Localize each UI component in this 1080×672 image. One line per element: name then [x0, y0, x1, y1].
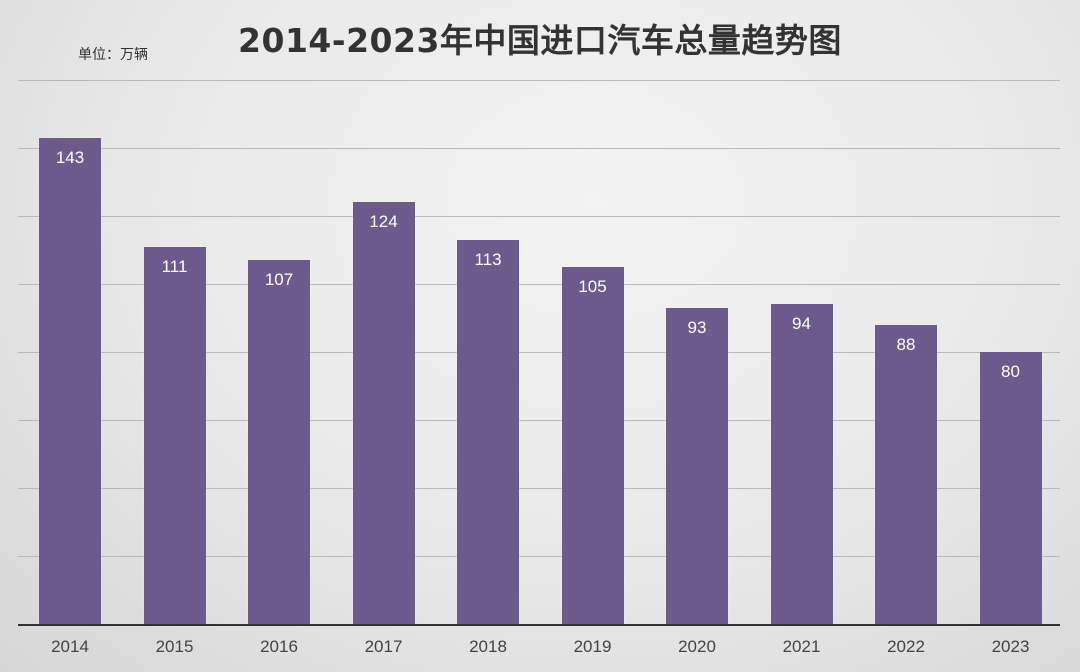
chart-title: 2014-2023年中国进口汽车总量趋势图 [238, 21, 842, 60]
bar-value-label: 105 [578, 277, 607, 296]
bar-2014: 143 [39, 137, 101, 624]
x-tick-label: 2020 [678, 637, 716, 656]
x-tick-label: 2014 [51, 637, 89, 656]
bar-2016: 107 [248, 260, 310, 624]
x-axis-line [18, 624, 1060, 626]
bar-value-label: 80 [1001, 362, 1020, 381]
bar-2015: 111 [143, 246, 206, 624]
gridline [18, 488, 1060, 489]
gridline [18, 420, 1060, 421]
gridline [18, 284, 1060, 285]
bar-2020: 93 [666, 307, 728, 624]
x-tick-label: 2016 [260, 637, 298, 656]
x-tick-label: 2018 [469, 637, 507, 656]
gridline [18, 352, 1060, 353]
x-tick-label: 2023 [991, 637, 1030, 656]
bar-2022: 88 [875, 324, 937, 624]
x-tick-label: 2019 [573, 637, 612, 656]
bar-2018: 113 [457, 239, 519, 624]
gridline [18, 80, 1060, 81]
x-tick-label: 2015 [155, 637, 194, 656]
bar-value-label: 113 [474, 249, 502, 269]
bar-value-label: 107 [264, 270, 294, 290]
bar-2019: 105 [561, 267, 624, 624]
gridline [18, 216, 1060, 217]
gridline [18, 148, 1060, 149]
bar-value-label: 94 [792, 314, 811, 334]
bar-value-label: 124 [369, 212, 398, 232]
bar-2021: 94 [770, 304, 833, 624]
bar-value-label: 111 [161, 256, 188, 276]
unit-label: 单位：万辆 [78, 47, 148, 63]
x-tick-label: 2021 [782, 637, 821, 656]
x-tick-label: 2017 [364, 637, 403, 656]
bar-value-label: 93 [687, 317, 707, 337]
bar-value-label: 143 [55, 147, 85, 167]
bar-2023: 80 [979, 352, 1042, 624]
gridline [18, 556, 1060, 557]
bar-value-label: 88 [896, 334, 916, 354]
plot-area: 143 2014 111 2015 107 2016 124 2017 113 2018 105 20… [18, 0, 1060, 672]
bar-2017: 124 [352, 202, 415, 624]
x-tick-label: 2022 [887, 637, 925, 656]
